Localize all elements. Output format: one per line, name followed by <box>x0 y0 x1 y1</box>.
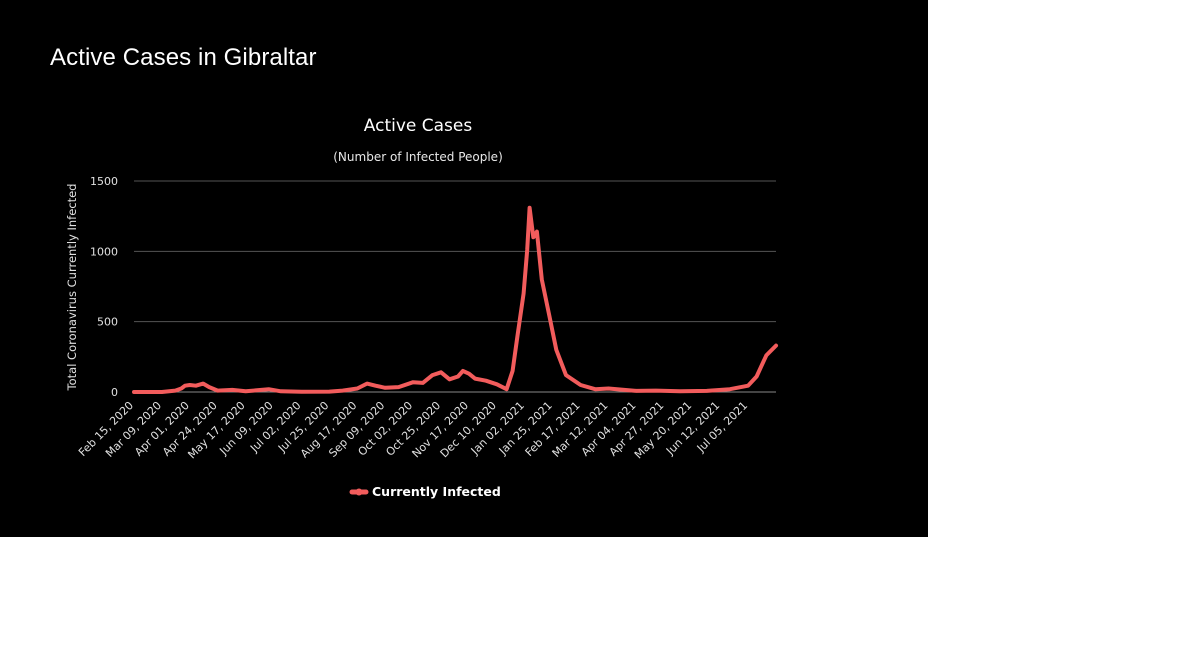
legend-label-currently-infected: Currently Infected <box>372 484 501 499</box>
chart-subtitle: (Number of Infected People) <box>333 150 503 164</box>
active-cases-chart: Active Cases (Number of Infected People)… <box>65 116 778 499</box>
page-title: Active Cases in Gibraltar <box>50 44 317 71</box>
series-line-currently-infected[interactable] <box>132 205 778 394</box>
legend-marker-currently-infected <box>355 488 363 496</box>
y-tick-label: 1000 <box>90 245 118 258</box>
y-tick-label: 1500 <box>90 175 118 188</box>
gridlines <box>134 180 776 393</box>
y-axis-ticks: 0 500 1000 1500 <box>90 175 118 399</box>
y-tick-label: 0 <box>111 386 118 399</box>
legend[interactable]: Currently Infected <box>349 484 501 499</box>
chart-panel: Active Cases in Gibraltar Active Cases (… <box>0 0 928 537</box>
chart-title: Active Cases <box>364 116 473 136</box>
y-tick-label: 500 <box>97 316 118 329</box>
y-axis-label: Total Coronavirus Currently Infected <box>65 184 79 392</box>
series-layer <box>132 205 778 394</box>
